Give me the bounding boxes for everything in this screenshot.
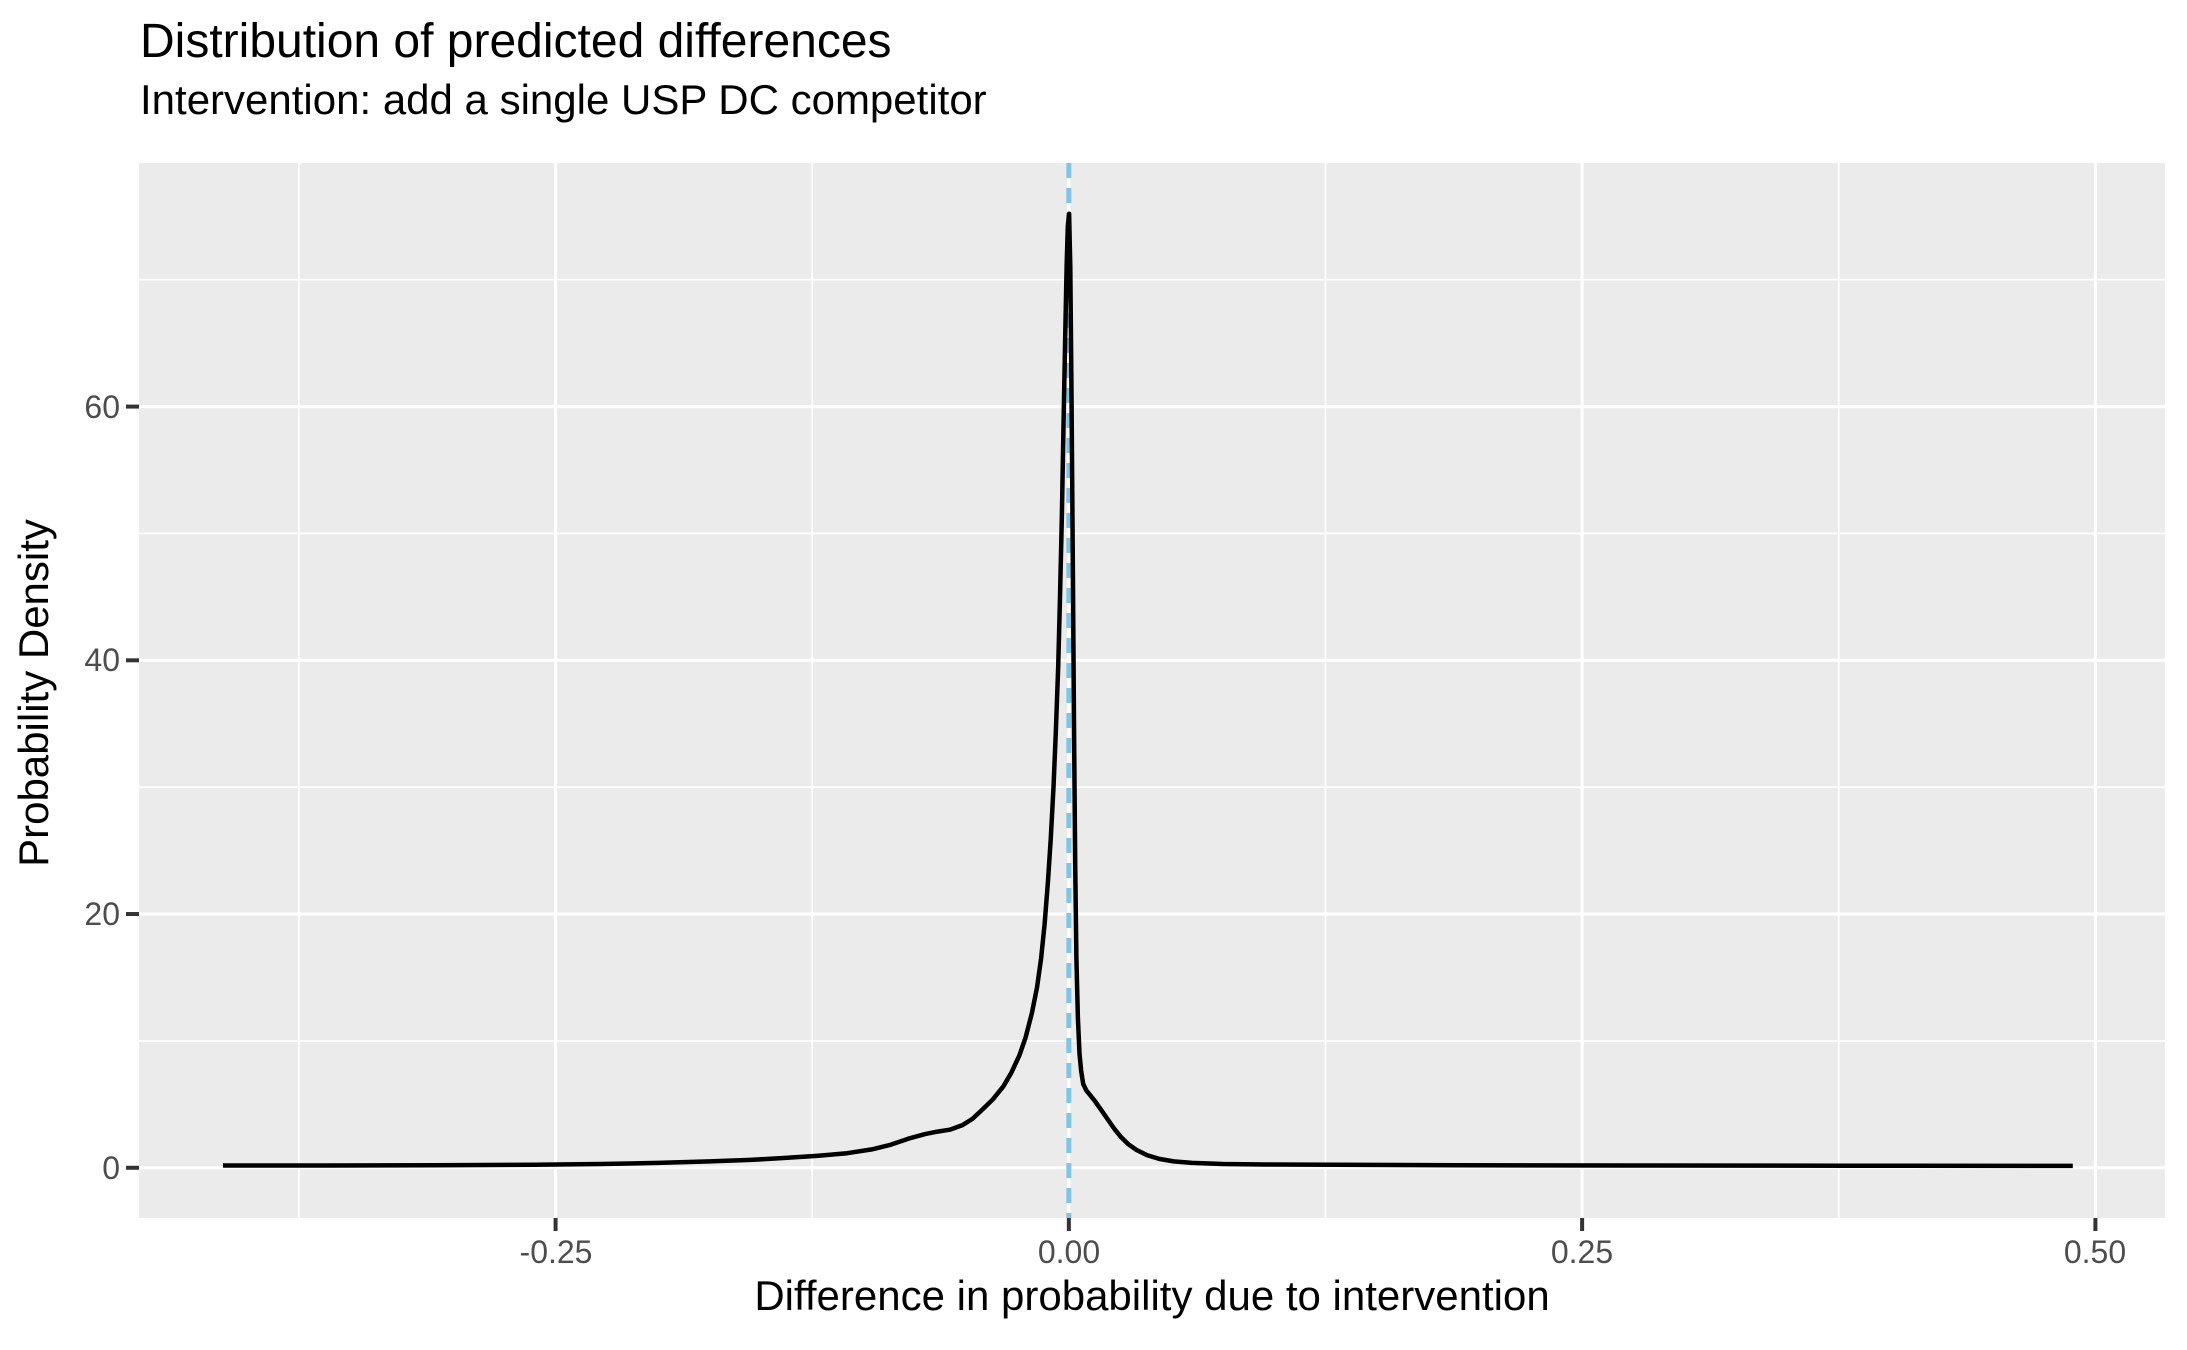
y-tick-label: 60 — [84, 389, 120, 425]
y-tick-label: 0 — [102, 1150, 120, 1186]
x-tick-label: 0.25 — [1550, 1234, 1614, 1270]
chart-subtitle: Intervention: add a single USP DC compet… — [140, 76, 987, 123]
density-curve — [223, 211, 2073, 1169]
y-tick-label: 20 — [84, 896, 120, 932]
y-tick-label: 40 — [84, 642, 120, 678]
x-tick-label: 0.00 — [1037, 1234, 1101, 1270]
x-tick-label: -0.25 — [519, 1234, 593, 1270]
x-tick-label: 0.50 — [2063, 1234, 2127, 1270]
chart-title: Distribution of predicted differences — [140, 15, 892, 68]
panel-background — [139, 163, 2165, 1218]
x-axis-title: Difference in probability due to interve… — [754, 1272, 1550, 1319]
